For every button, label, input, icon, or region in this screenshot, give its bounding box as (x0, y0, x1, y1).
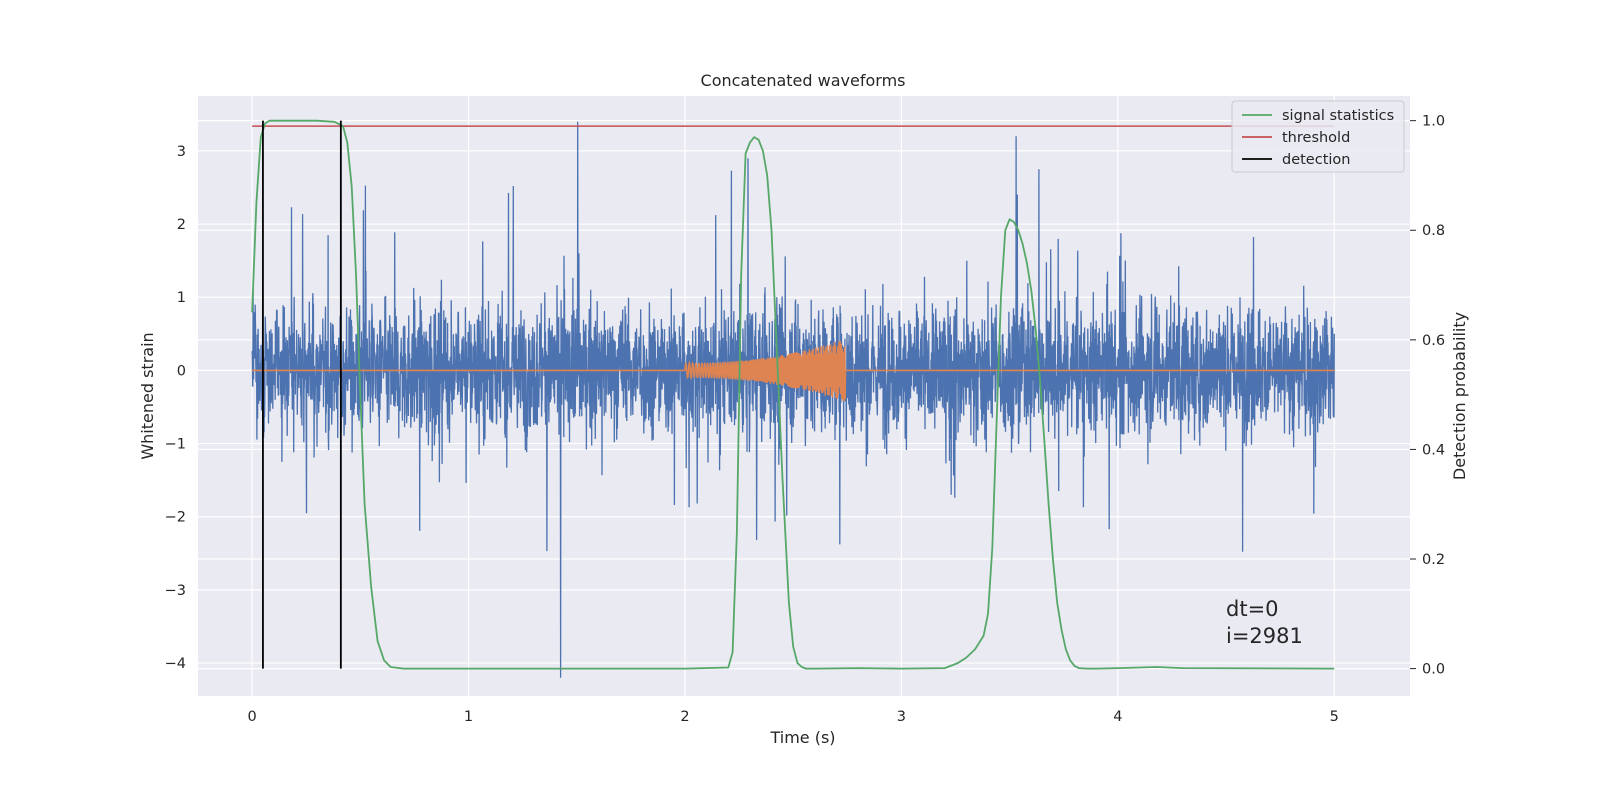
y-tick-label: −3 (165, 583, 186, 599)
x-tick-label: 2 (680, 709, 689, 725)
x-tick-label: 1 (464, 709, 473, 725)
y2-tick-label: 0.6 (1422, 333, 1445, 349)
y-tick-label: −1 (165, 437, 186, 453)
grid-lines (198, 96, 1410, 696)
y-tick-label: −2 (165, 510, 186, 526)
y-tick-label: 2 (177, 217, 186, 233)
legend-label-signal-statistics: signal statistics (1282, 108, 1394, 124)
legend-label-detection: detection (1282, 152, 1350, 168)
x-tick-label: 5 (1330, 709, 1339, 725)
injection-series (252, 340, 1335, 402)
axis-ticks: 0 1 2 3 4 5 3 2 1 0 −1 −2 −3 −4 1.0 0.8 0.6 0.4 0.2 0.0 (165, 114, 1445, 725)
x-tick-label: 4 (1113, 709, 1122, 725)
y2-tick-label: 0.2 (1422, 552, 1445, 568)
y2-tick-label: 0.0 (1422, 662, 1445, 678)
plot-series (251, 119, 1335, 678)
x-tick-label: 0 (247, 709, 256, 725)
legend: signal statistics threshold detection (1231, 100, 1405, 173)
y2-tick-label: 1.0 (1422, 114, 1445, 130)
y-axis-label: Whitened strain (138, 332, 157, 459)
y-tick-label: 0 (177, 363, 186, 379)
y-tick-label: −4 (165, 656, 186, 672)
y2-axis-label: Detection probability (1450, 312, 1469, 480)
signal-statistics-series (251, 119, 1335, 670)
y-tick-label: 3 (177, 144, 186, 160)
y-tick-label: 1 (177, 290, 186, 306)
y2-tick-label: 0.4 (1422, 442, 1445, 458)
chart-title: Concatenated waveforms (701, 71, 906, 90)
legend-label-threshold: threshold (1282, 130, 1350, 146)
annotation-iteration: i=2981 (1226, 624, 1303, 648)
x-tick-label: 3 (897, 709, 906, 725)
y2-tick-label: 0.8 (1422, 223, 1445, 239)
strain-series (251, 121, 1335, 678)
x-axis-label: Time (s) (769, 728, 835, 747)
annotation-dt: dt=0 (1226, 597, 1279, 621)
legend-box (1231, 100, 1405, 173)
